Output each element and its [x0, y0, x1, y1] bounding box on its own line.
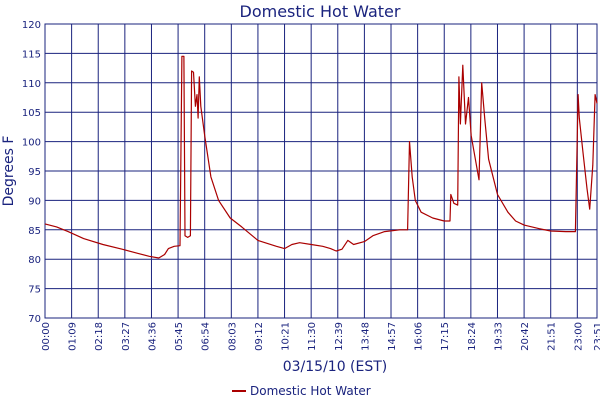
y-axis-label: Degrees F [1, 136, 17, 207]
x-tick-label: 14:57 [387, 322, 398, 351]
x-tick-label: 09:12 [254, 322, 265, 351]
y-tick-label: 120 [22, 20, 41, 31]
y-tick-label: 80 [28, 255, 41, 266]
x-tick-label: 21:51 [547, 322, 558, 351]
chart-title: Domestic Hot Water [240, 2, 401, 21]
x-tick-label: 19:33 [493, 322, 504, 351]
x-axis-label: 03/15/10 (EST) [283, 359, 388, 375]
y-tick-label: 75 [28, 285, 41, 296]
legend-label: Domestic Hot Water [250, 384, 371, 398]
x-tick-labels: 00:00 01:09 02:18 03:27 04:36 05:45 06:54 08:03… [41, 322, 600, 351]
x-tick-label: 02:18 [94, 322, 105, 351]
x-tick-label: 00:00 [41, 322, 52, 351]
y-tick-label: 95 [28, 167, 41, 178]
x-tick-label: 10:21 [281, 322, 292, 351]
x-tick-label: 12:39 [334, 322, 345, 351]
x-tick-label: 13:48 [360, 322, 371, 351]
series-lines [44, 55, 598, 259]
y-tick-label: 100 [22, 138, 41, 149]
x-tick-label: 17:15 [440, 322, 451, 351]
y-tick-label: 115 [22, 49, 41, 60]
x-tick-label: 23:00 [573, 322, 584, 351]
x-tick-label: 16:06 [414, 322, 425, 351]
y-tick-labels: 70 75 80 85 90 95 100 105 110 115 120 [22, 20, 41, 325]
y-tick-label: 90 [28, 196, 41, 207]
x-tick-label: 06:54 [201, 322, 212, 351]
grid-lines [44, 23, 598, 319]
x-tick-label: 18:24 [467, 322, 478, 351]
x-tick-label: 05:45 [174, 322, 185, 351]
x-tick-label: 08:03 [227, 322, 238, 351]
y-tick-label: 85 [28, 226, 41, 237]
x-tick-label: 20:42 [520, 322, 531, 351]
y-tick-label: 110 [22, 79, 41, 90]
x-tick-label: 23:51 [593, 322, 600, 351]
y-tick-label: 70 [28, 314, 41, 325]
x-tick-label: 11:30 [307, 322, 318, 351]
legend: Domestic Hot Water [232, 384, 371, 398]
y-tick-label: 105 [22, 108, 41, 119]
x-tick-label: 03:27 [121, 322, 132, 351]
series-line [44, 55, 598, 259]
x-tick-label: 01:09 [68, 322, 79, 351]
x-tick-label: 04:36 [147, 322, 158, 351]
